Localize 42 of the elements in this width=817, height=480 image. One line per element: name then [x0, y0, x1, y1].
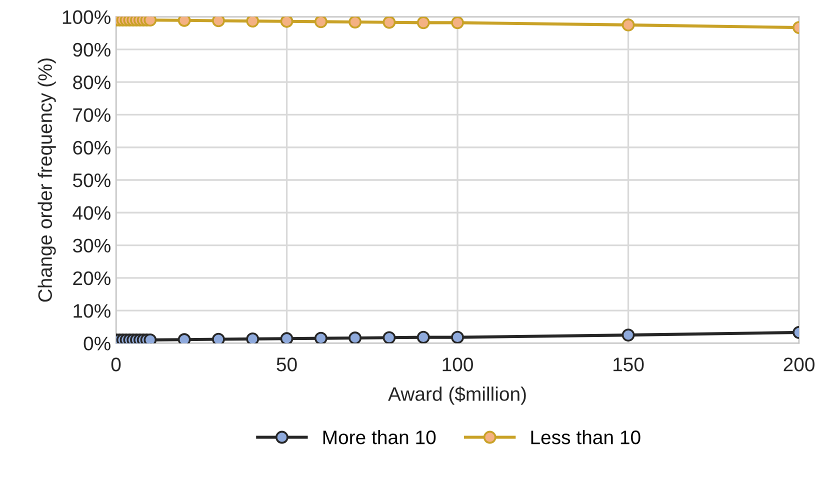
- y-axis-title: Change order frequency (%): [38, 58, 56, 302]
- point: [348, 332, 362, 344]
- point: [382, 16, 396, 29]
- y-tick-label: 90%: [73, 42, 110, 57]
- y-tick-label: 20%: [73, 271, 110, 286]
- point: [622, 328, 635, 342]
- y-tick-label: 10%: [74, 304, 110, 318]
- x-tick-label: 150: [614, 358, 644, 372]
- x-tick-label: 200: [784, 358, 814, 372]
- x-tick-label: 0: [111, 358, 121, 372]
- point: [280, 16, 294, 28]
- point: [348, 16, 362, 28]
- point: [622, 18, 635, 32]
- point: [314, 332, 328, 344]
- x-axis-title: Award ($million): [388, 386, 526, 405]
- x-tick-label: 100: [442, 358, 473, 372]
- point: [144, 333, 157, 344]
- y-tick-label: 80%: [73, 76, 110, 90]
- y-tick-label: 0%: [84, 336, 110, 350]
- point: [212, 332, 225, 344]
- point: [246, 16, 260, 28]
- y-tick-label: 30%: [72, 238, 110, 253]
- point: [314, 16, 328, 28]
- point: [416, 16, 430, 30]
- point: [280, 332, 294, 344]
- point: [416, 330, 430, 344]
- y-tick-label: 60%: [73, 140, 110, 155]
- x-tick-label: 50: [276, 358, 297, 372]
- point: [246, 332, 260, 344]
- point: [212, 16, 225, 28]
- point: [451, 330, 464, 344]
- y-tick-label: 50%: [73, 173, 110, 188]
- y-tick-label: 40%: [72, 206, 110, 220]
- point: [178, 333, 191, 344]
- legend-label: More than 10: [323, 430, 436, 444]
- point: [144, 16, 157, 27]
- legend-label: Less than 10: [531, 430, 640, 444]
- y-tick-label: 70%: [73, 108, 110, 122]
- point: [451, 16, 464, 30]
- y-tick-label: 100%: [62, 10, 110, 24]
- point: [382, 331, 396, 344]
- point: [178, 16, 191, 27]
